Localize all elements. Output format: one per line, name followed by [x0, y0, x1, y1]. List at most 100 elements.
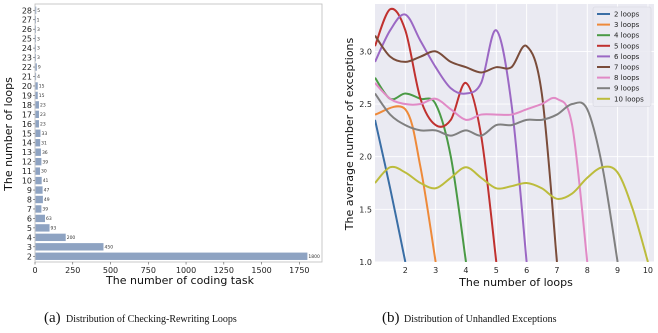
- x-tick-label-9: 9: [615, 266, 620, 275]
- bar-value-label-9: 47: [44, 188, 50, 194]
- series-line-7-loops: [375, 35, 558, 262]
- right-lines: [375, 7, 649, 262]
- left-bars: 1800450200936339494741303936313323232315…: [35, 6, 320, 260]
- legend-label-9-loops: 9 loops: [614, 85, 640, 93]
- y-tick-label-28: 28: [22, 6, 32, 15]
- bar-24: [35, 44, 36, 52]
- x-tick-label-750: 750: [141, 266, 156, 275]
- series-line-3-loops: [375, 105, 437, 262]
- bar-27: [35, 16, 36, 24]
- y-tick-label-3.0: 3.0: [359, 47, 372, 56]
- legend-label-7-loops: 7 loops: [614, 64, 640, 72]
- legend-label-6-loops: 6 loops: [614, 53, 640, 61]
- bar-value-label-21: 4: [37, 74, 40, 80]
- bar-10: [35, 176, 42, 185]
- bar-value-label-22: 9: [38, 65, 41, 71]
- right-legend: 2 loops 3 loops 4 loops 5 loops 6 loops 7 loo…: [592, 6, 652, 107]
- left-x-ticks: 0 250 500 750 1000 1250 1500 1750: [32, 262, 310, 275]
- right-grid: [375, 4, 654, 263]
- y-tick-label-7: 7: [27, 205, 32, 214]
- x-tick-label-6: 6: [524, 266, 529, 275]
- bar-16: [35, 120, 39, 128]
- series-line-9-loops: [375, 92, 619, 262]
- bar-14: [35, 139, 41, 147]
- y-tick-label-15: 15: [22, 129, 32, 138]
- left-caption-text: Distribution of Checking-Rewriting Loops: [66, 314, 237, 325]
- bar-value-label-7: 39: [42, 207, 48, 213]
- bar-20: [35, 82, 38, 90]
- line-chart-exceptions: 1.0 1.5 2.0 2.5 3.0 2 3 4 5 6 7 8 9 10 2 loops 3 loop…: [343, 4, 654, 326]
- x-tick-label-0: 0: [32, 266, 37, 275]
- bar-value-label-24: 3: [37, 46, 40, 52]
- y-tick-label-16: 16: [22, 120, 32, 129]
- y-tick-label-2.0: 2.0: [359, 153, 372, 162]
- bar-value-label-12: 39: [42, 159, 48, 165]
- bar-6: [35, 214, 46, 223]
- y-tick-label-21: 21: [22, 73, 32, 82]
- bar-value-label-19: 15: [39, 93, 45, 99]
- bar-13: [35, 148, 41, 156]
- y-tick-label-12: 12: [22, 158, 32, 167]
- y-tick-label-8: 8: [27, 196, 32, 205]
- y-tick-label-13: 13: [22, 148, 32, 157]
- x-tick-label-8: 8: [585, 266, 590, 275]
- right-caption-text: Distribution of Unhandled Exceptions: [404, 314, 557, 325]
- bar-21: [35, 72, 37, 81]
- y-tick-label-26: 26: [22, 25, 32, 34]
- y-tick-label-18: 18: [22, 101, 32, 110]
- legend-label-2-loops: 2 loops: [614, 11, 640, 19]
- x-tick-label-3: 3: [433, 266, 438, 275]
- bar-11: [35, 167, 41, 175]
- bar-18: [35, 101, 39, 109]
- bar-value-label-3: 450: [104, 244, 113, 250]
- bar-7: [35, 205, 42, 213]
- left-y-ticks: 2345678910111213141516171819202122232425…: [22, 6, 35, 261]
- bar-8: [35, 195, 43, 204]
- y-tick-label-10: 10: [22, 177, 32, 186]
- bar-22: [35, 63, 37, 71]
- right-x-axis-label: The number of loops: [458, 276, 573, 289]
- x-tick-label-500: 500: [103, 266, 118, 275]
- bar-value-label-23: 3: [37, 55, 40, 61]
- y-tick-label-20: 20: [22, 82, 32, 91]
- y-tick-label-1.0: 1.0: [359, 258, 372, 267]
- bar-28: [35, 6, 37, 14]
- x-tick-label-1000: 1000: [176, 266, 196, 275]
- right-y-ticks: 1.0 1.5 2.0 2.5 3.0: [359, 47, 372, 267]
- left-plot-frame: [34, 3, 323, 263]
- y-tick-label-27: 27: [22, 16, 32, 25]
- bar-value-label-18: 23: [40, 102, 46, 108]
- y-tick-label-3: 3: [27, 243, 32, 252]
- y-tick-label-1.5: 1.5: [359, 205, 372, 214]
- bar-value-label-13: 36: [42, 150, 48, 156]
- bar-value-label-28: 5: [37, 8, 40, 14]
- bar-3: [35, 243, 104, 251]
- legend-label-4-loops: 4 loops: [614, 32, 640, 40]
- x-tick-label-4: 4: [463, 266, 468, 275]
- bar-value-label-27: 1: [37, 17, 40, 23]
- left-x-axis-label: The number of coding task: [105, 274, 255, 287]
- y-tick-label-14: 14: [22, 139, 32, 148]
- bar-17: [35, 110, 39, 119]
- y-tick-label-9: 9: [27, 186, 32, 195]
- y-tick-label-5: 5: [27, 224, 32, 233]
- bar-value-label-15: 33: [41, 131, 47, 137]
- x-tick-label-250: 250: [65, 266, 80, 275]
- right-y-axis-label: The average number of exceptions: [343, 37, 356, 231]
- right-x-ticks: 2 3 4 5 6 7 8 9 10: [403, 266, 653, 275]
- bar-value-label-11: 30: [41, 169, 47, 175]
- series-line-2-loops: [375, 119, 407, 262]
- bar-4: [35, 233, 66, 242]
- legend-label-8-loops: 8 loops: [614, 74, 640, 82]
- x-tick-label-1750: 1750: [289, 266, 309, 275]
- y-tick-label-17: 17: [22, 110, 32, 119]
- legend-label-5-loops: 5 loops: [614, 42, 640, 50]
- bar-value-label-25: 3: [37, 36, 40, 42]
- bar-value-label-14: 31: [41, 140, 47, 146]
- bar-25: [35, 34, 36, 43]
- y-tick-label-19: 19: [22, 91, 32, 100]
- series-line-10-loops: [375, 165, 649, 262]
- series-line-6-loops: [375, 13, 528, 262]
- right-caption-letter: (b): [382, 310, 400, 326]
